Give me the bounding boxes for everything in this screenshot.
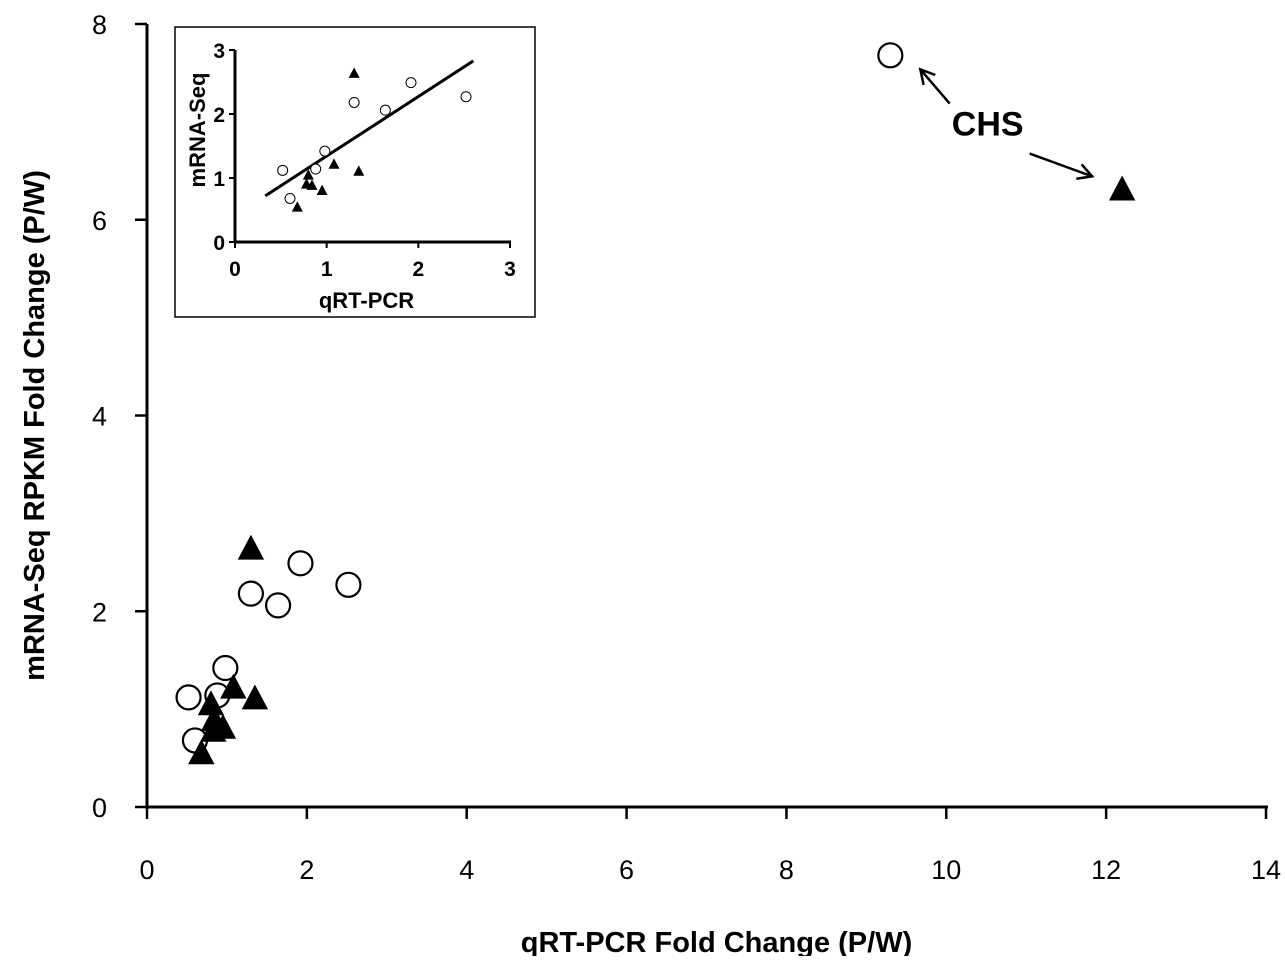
inset-y-axis-title: mRNA-Seq	[185, 73, 210, 188]
data-point-circle	[287, 550, 314, 577]
inset-data-point-circle	[310, 163, 322, 175]
x-tick-label: 10	[931, 855, 961, 885]
data-point-triangle	[220, 673, 247, 699]
chs-arrow-down-head	[1076, 163, 1095, 181]
x-tick-label: 12	[1091, 855, 1121, 885]
inset-data-point-circle	[348, 96, 360, 108]
data-point-triangle	[241, 684, 269, 710]
inset-data-point-circle	[277, 164, 289, 176]
data-point-circle	[264, 592, 292, 619]
inset-series-open-circle	[277, 77, 472, 204]
data-point-circle	[877, 42, 904, 69]
inset-data-point-triangle	[348, 67, 360, 78]
chs-arrow-up-head	[918, 67, 936, 86]
inset-data-point-triangle	[353, 165, 365, 176]
series-filled-triangle	[188, 175, 1136, 765]
inset-data-point-triangle	[328, 158, 340, 169]
inset-y-tick-label: 2	[213, 104, 225, 127]
inset-y-tick-label: 1	[213, 168, 225, 191]
y-axis-title: mRNA-Seq RPKM Fold Change (P/W)	[19, 170, 51, 681]
inset-data-point-circle	[379, 104, 391, 116]
inset-data-point-circle	[405, 77, 417, 89]
inset-x-tick-label: 2	[412, 258, 424, 281]
data-point-circle	[237, 580, 265, 607]
x-tick-label: 8	[779, 855, 794, 885]
x-axis-title: qRT-PCR Fold Change (P/W)	[521, 927, 912, 956]
x-tick-label: 0	[139, 855, 154, 885]
y-tick-label: 4	[92, 402, 107, 432]
inset-x-tick-label: 1	[321, 258, 333, 281]
inset-data-point-triangle	[301, 178, 312, 189]
data-point-triangle	[237, 534, 265, 560]
data-point-triangle	[200, 716, 227, 742]
x-tick-label: 14	[1251, 855, 1281, 885]
x-tick-label: 4	[459, 855, 474, 885]
inset-data-point-triangle	[316, 184, 328, 195]
inset-data-point-circle	[284, 192, 296, 204]
y-tick-label: 0	[92, 793, 107, 823]
inset-y-tick-label: 0	[213, 232, 225, 255]
data-point-triangle	[188, 739, 215, 765]
inset-data-point-circle	[319, 145, 331, 157]
chs-arrow-down-line	[1029, 152, 1093, 178]
chs-arrow-up-line	[919, 68, 951, 105]
inset-x-axis-title: qRT-PCR	[319, 288, 414, 313]
x-tick-label: 6	[619, 855, 634, 885]
inset-x-tick-label: 3	[504, 258, 516, 281]
inset-series-filled-triangle	[291, 67, 365, 212]
data-point-triangle	[197, 690, 225, 716]
chs-label: CHS	[952, 106, 1024, 144]
data-point-circle	[175, 684, 202, 711]
inset-data-point-triangle	[302, 169, 314, 180]
y-tick-label: 8	[92, 10, 107, 40]
data-point-triangle	[1108, 175, 1136, 201]
y-tick-label: 6	[92, 206, 107, 236]
inset-x-tick-label: 0	[229, 258, 241, 281]
inset-data-point-circle	[460, 91, 472, 103]
inset-data-point-triangle	[291, 201, 303, 212]
x-tick-label: 2	[299, 855, 314, 885]
inset-y-tick-label: 3	[213, 40, 225, 63]
data-point-circle	[212, 654, 239, 682]
inset-trendline	[264, 59, 475, 198]
data-point-circle	[335, 571, 362, 598]
y-tick-label: 2	[92, 597, 107, 627]
